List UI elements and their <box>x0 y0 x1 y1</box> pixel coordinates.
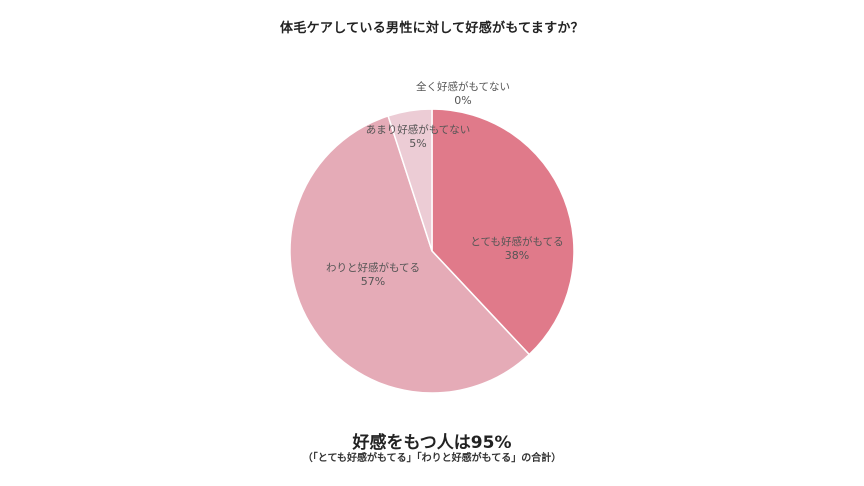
summary-note: （「とても好感がもてる」「わりと好感がもてる」の合計） <box>302 453 562 464</box>
slice-percent: 5% <box>409 137 427 150</box>
slice-name: あまり好感がもてない <box>365 124 471 136</box>
slice-percent: 38% <box>504 249 530 262</box>
label-somewhat-favorable: わりと好感がもてる 57% <box>318 262 428 288</box>
slice-very-favorable <box>431 108 575 356</box>
slice-name: わりと好感がもてる <box>325 262 421 274</box>
label-not-at-all-favorable: 全く好感がもてない 0% <box>403 81 523 107</box>
summary-headline: 好感をもつ人は95% <box>352 433 512 453</box>
label-very-favorable: とても好感がもてる 38% <box>462 236 572 262</box>
chart-title: 体毛ケアしている男性に対して好感がもてますか？ <box>280 21 584 36</box>
slice-name: とても好感がもてる <box>470 236 564 248</box>
slice-name: 全く好感がもてない <box>415 81 511 93</box>
slice-percent: 0% <box>454 94 472 107</box>
slice-not-very-favorable <box>387 108 433 252</box>
slice-somewhat-favorable <box>289 115 531 394</box>
slice-percent: 57% <box>360 275 386 288</box>
label-not-very-favorable: あまり好感がもてない 5% <box>358 124 478 150</box>
